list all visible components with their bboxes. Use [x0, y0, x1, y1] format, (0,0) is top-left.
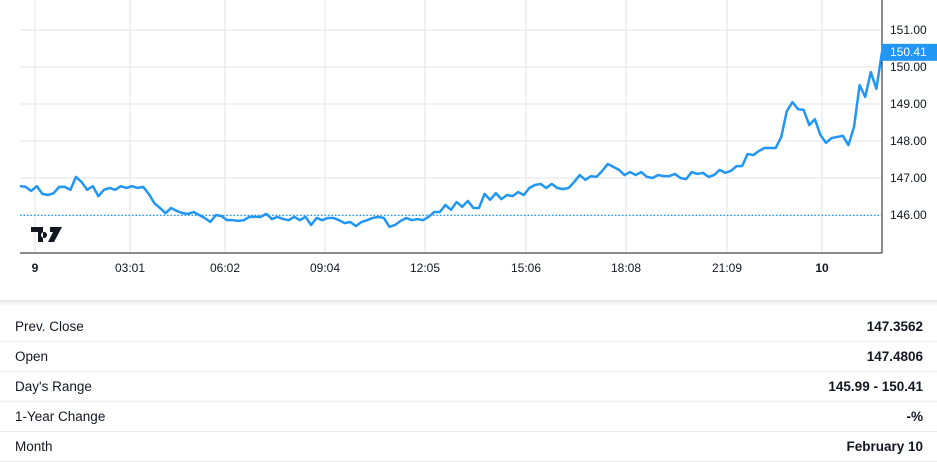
- stat-row-month: Month February 10: [0, 432, 937, 462]
- y-tick-label: 151.00: [890, 23, 927, 37]
- x-tick-label: 9: [32, 261, 39, 275]
- x-tick-label: 21:09: [712, 261, 742, 275]
- stat-value: 147.3562: [866, 319, 923, 334]
- stat-row-1-year-change: 1-Year Change -%: [0, 402, 937, 432]
- x-tick-label: 18:08: [611, 261, 641, 275]
- y-tick-label: 148.00: [890, 134, 927, 148]
- last-price-label: 150.41: [890, 45, 927, 59]
- y-tick-label: 150.00: [890, 60, 927, 74]
- price-chart[interactable]: 151.00 150.00 149.00 148.00 147.00 146.00 9 03:…: [0, 0, 937, 300]
- x-tick-label: 03:01: [115, 261, 145, 275]
- stat-value: -%: [906, 409, 924, 424]
- stat-value: February 10: [846, 439, 923, 454]
- stat-value: 147.4806: [866, 349, 923, 364]
- x-tick-label: 15:06: [511, 261, 541, 275]
- stat-label: Open: [15, 349, 49, 364]
- stat-label: Day's Range: [15, 379, 92, 394]
- divider: [0, 300, 937, 306]
- x-tick-label: 09:04: [310, 261, 340, 275]
- x-tick-label: 06:02: [210, 261, 240, 275]
- stat-value: 145.99 - 150.41: [828, 379, 923, 394]
- stat-label: Month: [15, 439, 53, 454]
- last-price-badge: [882, 43, 937, 61]
- price-line: [19, 51, 884, 229]
- x-tick-label: 12:05: [410, 261, 440, 275]
- stat-label: 1-Year Change: [15, 409, 106, 424]
- y-tick-label: 147.00: [890, 171, 927, 185]
- stat-row-prev-close: Prev. Close 147.3562: [0, 312, 937, 342]
- stat-row-days-range: Day's Range 145.99 - 150.41: [0, 372, 937, 402]
- y-tick-label: 146.00: [890, 208, 927, 222]
- x-tick-label: 10: [815, 261, 829, 275]
- stat-row-open: Open 147.4806: [0, 342, 937, 372]
- y-tick-label: 149.00: [890, 97, 927, 111]
- stat-label: Prev. Close: [15, 319, 84, 334]
- stats-table: Prev. Close 147.3562 Open 147.4806 Day's R…: [0, 312, 937, 462]
- tradingview-logo-icon: [31, 227, 62, 242]
